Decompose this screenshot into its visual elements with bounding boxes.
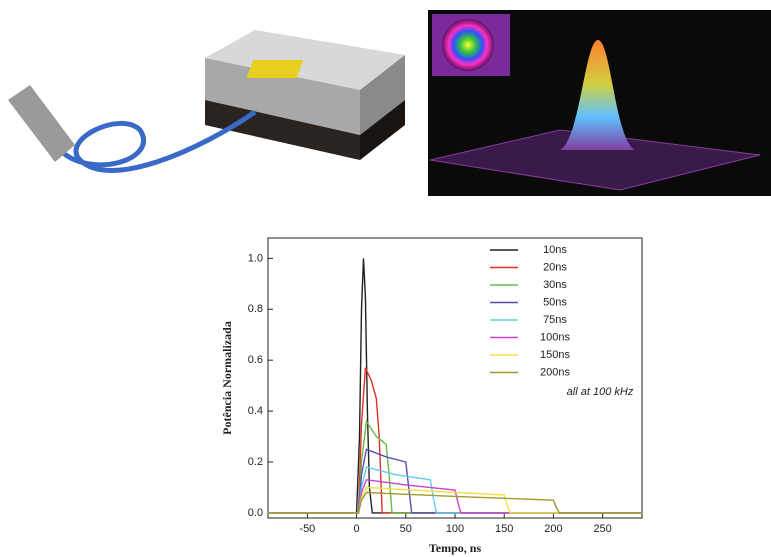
y-tick-label: 0.4 xyxy=(248,405,263,417)
legend-label: 20ns xyxy=(543,261,567,273)
label xyxy=(247,60,304,78)
legend-label: 200ns xyxy=(540,366,570,378)
series-line xyxy=(268,449,642,513)
x-tick-label: 150 xyxy=(495,523,513,535)
figure: Tempo, ns Potência Normalizada all at 10… xyxy=(0,0,771,557)
legend-label: 10ns xyxy=(543,244,567,256)
y-tick-label: 0.2 xyxy=(248,456,263,468)
laser-photo xyxy=(8,30,405,171)
x-tick-label: 50 xyxy=(400,523,412,535)
series-line xyxy=(268,421,642,513)
y-axis-label: Potência Normalizada xyxy=(220,321,234,435)
legend-label: 75ns xyxy=(543,314,567,326)
x-tick-label: -50 xyxy=(299,523,315,535)
y-tick-label: 1.0 xyxy=(248,252,263,264)
y-tick-label: 0.8 xyxy=(248,303,263,315)
x-tick-label: 250 xyxy=(593,523,611,535)
x-tick-label: 100 xyxy=(446,523,464,535)
legend-label: 150ns xyxy=(540,349,570,361)
page: {"chart_data":{"type":"line","x_label":"… xyxy=(0,0,771,557)
beam-spot xyxy=(442,19,494,71)
legend-label: 30ns xyxy=(543,279,567,291)
plot-frame xyxy=(268,238,642,518)
y-tick-label: 0.6 xyxy=(248,354,263,366)
annotation: all at 100 kHz xyxy=(567,386,634,398)
x-tick-label: 200 xyxy=(544,523,562,535)
legend-label: 50ns xyxy=(543,296,567,308)
y-tick-label: 0.0 xyxy=(248,507,263,519)
legend-label: 100ns xyxy=(540,331,570,343)
x-axis-label: Tempo, ns xyxy=(429,541,482,555)
x-tick-label: 0 xyxy=(354,523,360,535)
beam-profile xyxy=(428,10,771,196)
fiber-head xyxy=(8,85,75,162)
series-line xyxy=(268,493,642,513)
